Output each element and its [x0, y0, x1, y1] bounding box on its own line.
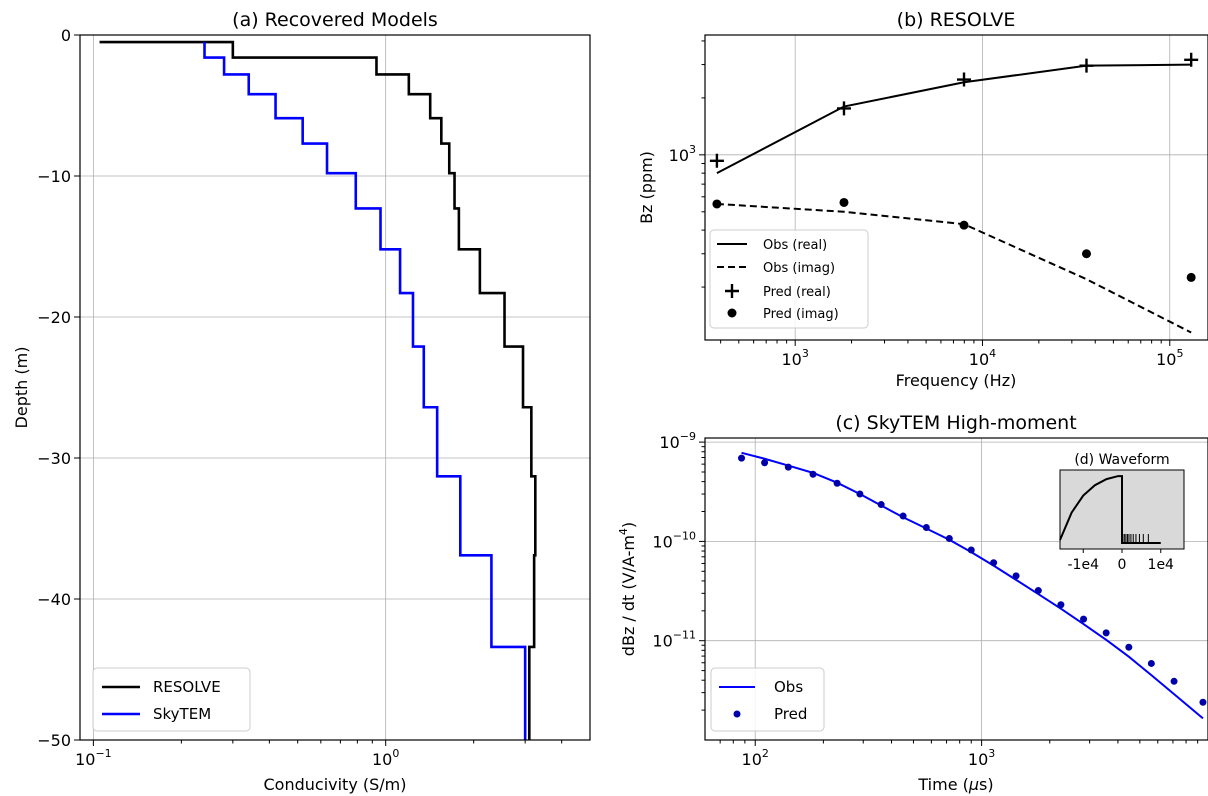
- panel-b-legend: Obs (real) Obs (imag) Pred (real) Pred (…: [709, 229, 869, 329]
- panel-c-title: (c) SkyTEM High-moment: [835, 412, 1076, 434]
- xtick-label: 103: [968, 747, 995, 769]
- inset-series: [1059, 475, 1161, 544]
- panel-b-ticks: 103 104 105 103: [669, 40, 1183, 369]
- legend-label-pred: Pred: [774, 705, 807, 723]
- marker-pred-imag: [959, 220, 969, 230]
- panel-c-ticks: 102 103 10−9 10−10 10−11: [652, 430, 1199, 769]
- panel-b-frame: [704, 34, 1208, 341]
- marker-pred: [1199, 698, 1207, 706]
- panel-c-series: [738, 451, 1207, 720]
- marker-pred: [922, 524, 930, 532]
- panel-a-xlabel: Conducivity (S/m): [264, 775, 407, 794]
- marker-pred-real: [1079, 58, 1094, 73]
- marker-pred-real: [1184, 52, 1199, 67]
- panel-c-legend: Obs Pred: [710, 667, 825, 732]
- marker-pred: [856, 490, 864, 498]
- marker-pred-real: [957, 72, 972, 87]
- ytick-label: −40: [37, 590, 71, 609]
- marker-pred: [990, 559, 998, 567]
- panel-a-title: (a) Recovered Models: [232, 9, 438, 31]
- marker-pred: [1034, 587, 1042, 595]
- ytick-label: 103: [669, 143, 696, 165]
- waveform-line: [1059, 475, 1161, 544]
- ytick-label: 10−9: [659, 430, 696, 452]
- inset-waveform: (d) Waveform -1e4 0 1e4: [1059, 452, 1185, 573]
- legend-swatch-pred-imag: [727, 308, 737, 318]
- marker-pred: [809, 470, 817, 478]
- xtick-label: 103: [782, 347, 809, 369]
- inset-title: (d) Waveform: [1074, 452, 1169, 468]
- panel-c-frame: [704, 437, 1208, 741]
- inset-xtick-label: -1e4: [1068, 557, 1100, 573]
- legend-label-resolve: RESOLVE: [153, 678, 221, 696]
- marker-pred-imag: [1081, 249, 1091, 259]
- panel-c-xlabel: Time (μs): [917, 775, 993, 794]
- xtick-label: 10−1: [75, 747, 112, 769]
- legend-label-skytem: SkyTEM: [153, 705, 211, 723]
- panel-b-title: (b) RESOLVE: [897, 9, 1016, 31]
- legend-label-pred-real: Pred (real): [763, 285, 831, 300]
- panel-a-ticks: 10−1 100 0 −10 −20 −30 −40 −50: [37, 26, 563, 769]
- marker-pred: [967, 546, 975, 554]
- ytick-label: 10−11: [652, 629, 696, 651]
- marker-pred: [784, 463, 792, 471]
- marker-pred-imag: [1186, 272, 1196, 282]
- ytick-label: −10: [37, 167, 71, 186]
- inset-xtick-label: 0: [1118, 557, 1127, 573]
- panel-a-grid: [80, 34, 590, 741]
- series-line-skytem: [203, 42, 527, 740]
- inset-ticks: -1e4 0 1e4: [1068, 549, 1175, 573]
- panel-a-ylabel: Depth (m): [12, 347, 31, 429]
- marker-pred: [1057, 601, 1065, 609]
- legend-label-obs-real: Obs (real): [763, 238, 827, 253]
- xtick-label: 100: [372, 747, 399, 769]
- marker-pred: [1170, 677, 1178, 685]
- marker-pred: [1125, 643, 1133, 651]
- panel-c-ylabel: dBz / dt (V/A-m4): [617, 522, 638, 656]
- marker-pred: [833, 479, 841, 487]
- marker-pred: [877, 501, 885, 509]
- marker-pred: [945, 534, 953, 542]
- ytick-label: −50: [37, 731, 71, 750]
- marker-pred-imag: [712, 199, 722, 209]
- marker-pred-real: [836, 101, 851, 116]
- marker-pred: [1012, 572, 1020, 580]
- panel-a-legend: RESOLVE SkyTEM: [92, 667, 251, 732]
- xtick-label: 102: [742, 747, 769, 769]
- marker-pred-real: [709, 153, 724, 168]
- panel-b-xlabel: Frequency (Hz): [896, 371, 1017, 390]
- marker-pred-imag: [839, 197, 849, 207]
- legend-swatch-pred-real: [725, 284, 739, 298]
- marker-pred: [738, 454, 746, 462]
- panel-a-frame: [79, 34, 591, 741]
- inset-xtick-label: 1e4: [1148, 557, 1175, 573]
- ytick-label: −30: [37, 449, 71, 468]
- panel-b-series: [709, 52, 1199, 334]
- series-line-obs-real: [716, 63, 1192, 175]
- legend-label-pred-imag: Pred (imag): [763, 307, 839, 322]
- panel-a: (a) Recovered Models 10−1 100 0 −10 −20 −30 −4…: [12, 9, 591, 794]
- legend-label-obs: Obs: [774, 678, 803, 696]
- marker-pred: [899, 512, 907, 520]
- panel-a-series: [99, 40, 537, 740]
- panel-c: (c) SkyTEM High-moment 102 10310−910−1010…: [617, 412, 1208, 794]
- xtick-label: 104: [969, 347, 996, 369]
- legend-swatch-pred: [733, 710, 741, 718]
- ytick-label: 0: [61, 26, 71, 45]
- marker-pred: [1147, 659, 1155, 667]
- ytick-label: 10−10: [652, 529, 696, 551]
- series-line-resolve: [99, 40, 537, 740]
- xtick-label: 105: [1156, 347, 1183, 369]
- legend-label-obs-imag: Obs (imag): [763, 261, 835, 276]
- panel-b-legend-box: [709, 229, 869, 329]
- marker-pred: [1102, 629, 1110, 637]
- marker-pred: [761, 459, 769, 467]
- ytick-label: −20: [37, 308, 71, 327]
- marker-pred: [1080, 615, 1088, 623]
- panel-b-ylabel: Bz (ppm): [637, 151, 656, 224]
